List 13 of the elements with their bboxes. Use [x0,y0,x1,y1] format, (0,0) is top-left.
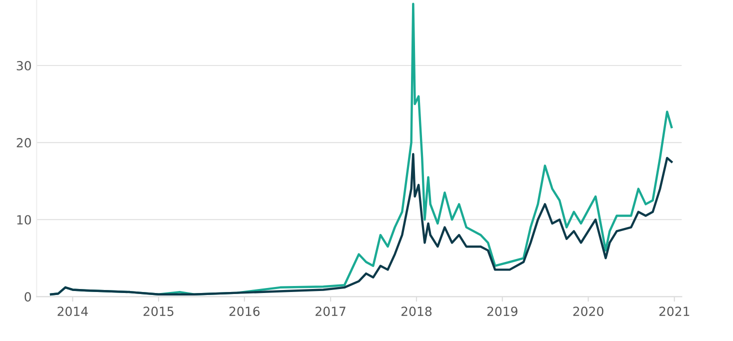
x-tick-label: 2017 [316,306,346,316]
x-tick-label: 2014 [58,306,88,316]
line-series [50,153,673,296]
x-tick-label: 2020 [573,306,604,316]
y-tick-label: 30 [16,60,31,70]
x-tick-label: 2015 [144,306,174,316]
x-tick-label: 2021 [659,306,690,316]
x-tick-label: 2016 [229,306,260,316]
y-tick-label: 20 [16,138,31,148]
x-tick-label: 2018 [401,306,432,316]
y-tick-label: 10 [17,215,31,225]
y-tick-label: 0 [24,292,31,302]
x-tick-label: 2019 [487,306,518,316]
